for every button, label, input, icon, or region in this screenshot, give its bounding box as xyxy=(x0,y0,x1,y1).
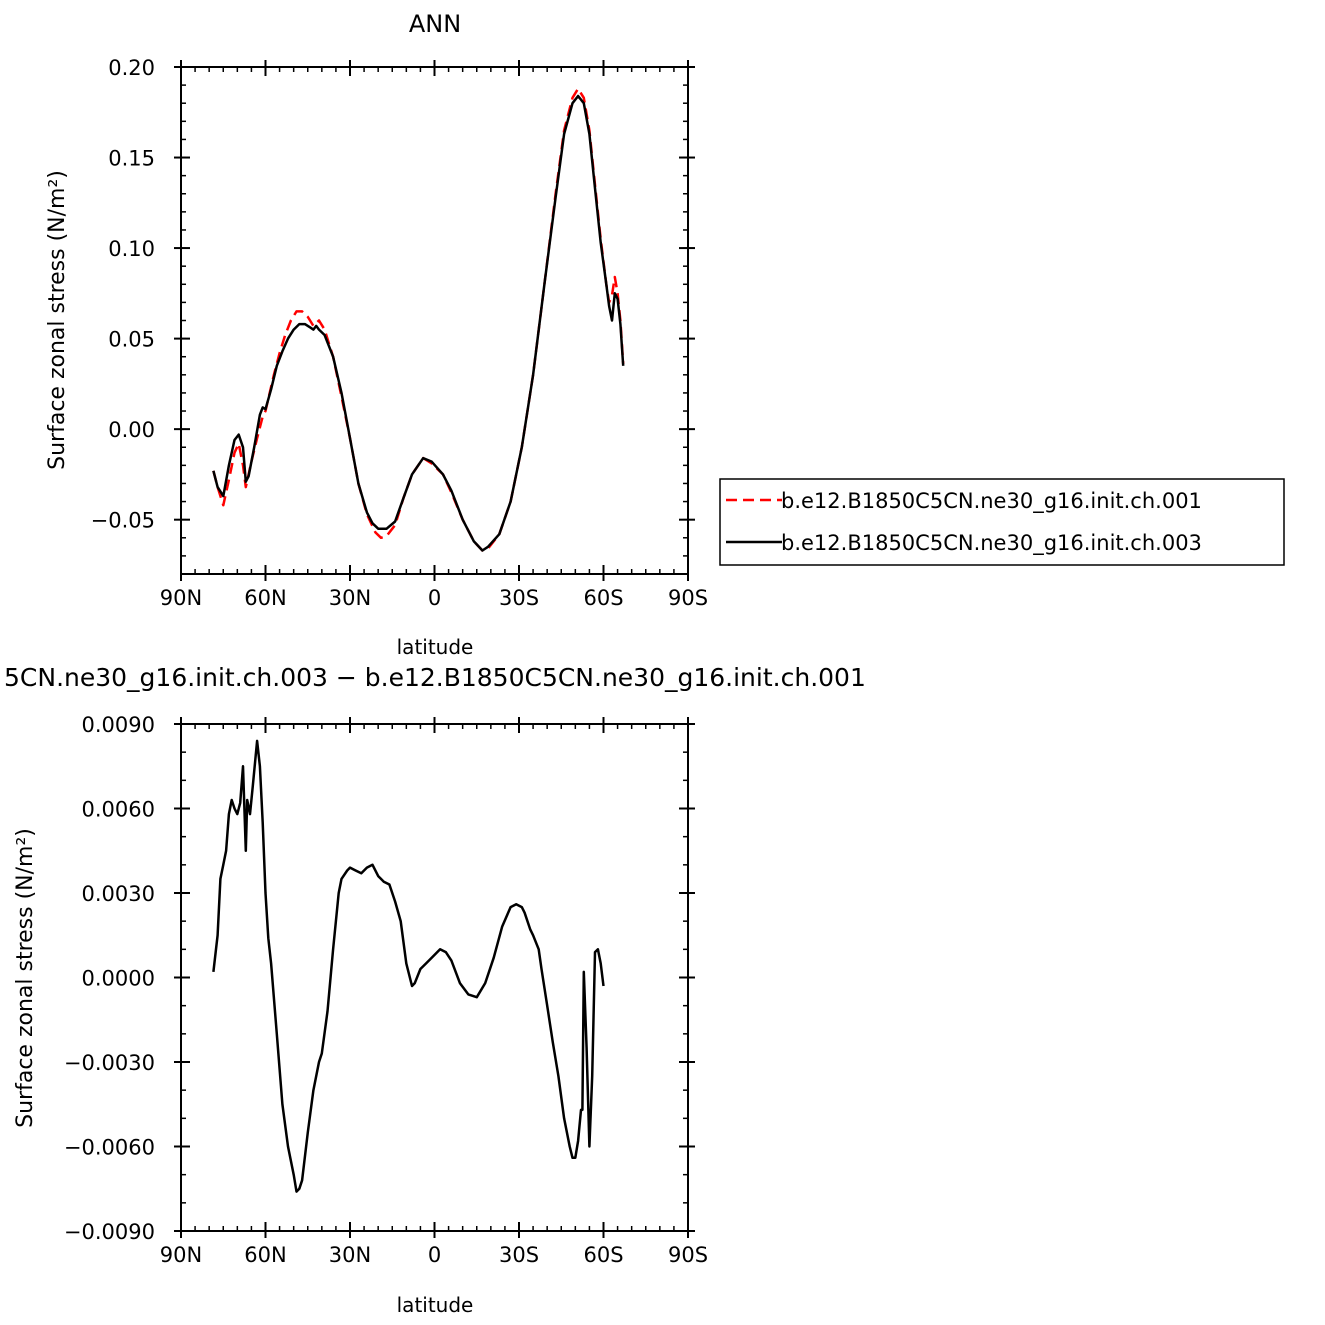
top-x-tick-label: 30N xyxy=(329,586,371,610)
bottom-y-tick-label: 0.0030 xyxy=(82,882,155,906)
bottom-y-tick-label: 0.0090 xyxy=(82,713,155,737)
legend-label-series-2: b.e12.B1850C5CN.ne30_g16.init.ch.003 xyxy=(781,531,1202,556)
bottom-panel: 5CN.ne30_g16.init.ch.003 − b.e12.B1850C5… xyxy=(4,663,866,1317)
top-series-line-1 xyxy=(212,87,625,552)
top-x-tick-label: 0 xyxy=(428,586,441,610)
top-x-tick-label: 90S xyxy=(668,586,708,610)
bottom-x-axis-label: latitude xyxy=(397,1293,474,1317)
legend: b.e12.B1850C5CN.ne30_g16.init.ch.001 b.e… xyxy=(719,478,1285,566)
top-y-tick-label: 0.05 xyxy=(108,328,155,352)
top-y-tick-label: 0.00 xyxy=(108,418,155,442)
bottom-axis-ticks: 90N 60N 30N 0 30S 60S 90S 0.0090 0.0060 0.0030 0.0… xyxy=(64,713,708,1267)
top-y-tick-label: 0.20 xyxy=(108,56,155,80)
top-axis-ticks: 90N 60N 30N 0 30S 60S 90S 0.20 0.15 0.10 0.05 0.00 −… xyxy=(91,56,708,610)
bottom-x-tick-label: 0 xyxy=(428,1243,441,1267)
bottom-x-tick-label: 90N xyxy=(160,1243,202,1267)
bottom-x-tick-label: 30S xyxy=(499,1243,539,1267)
bottom-x-tick-label: 30N xyxy=(329,1243,371,1267)
bottom-y-tick-label: 0.0060 xyxy=(82,798,155,822)
top-x-tick-label: 60N xyxy=(244,586,286,610)
bottom-y-tick-label: 0.0000 xyxy=(82,967,155,991)
bottom-y-tick-label: −0.0090 xyxy=(64,1220,155,1244)
top-chart-title: ANN xyxy=(409,10,461,38)
top-y-axis-label: Surface zonal stress (N/m²) xyxy=(45,170,70,470)
top-x-tick-label: 60S xyxy=(583,586,623,610)
bottom-series-lines xyxy=(212,739,605,1193)
top-y-tick-label: −0.05 xyxy=(91,509,155,533)
top-y-tick-label: 0.15 xyxy=(108,147,155,171)
top-x-tick-label: 30S xyxy=(499,586,539,610)
top-x-tick-label: 90N xyxy=(160,586,202,610)
legend-box xyxy=(719,478,1285,566)
legend-label-series-1: b.e12.B1850C5CN.ne30_g16.init.ch.001 xyxy=(781,489,1202,514)
bottom-series-line-1 xyxy=(212,739,605,1193)
top-series-lines xyxy=(212,87,625,552)
bottom-y-tick-label: −0.0060 xyxy=(64,1136,155,1160)
bottom-y-axis-label: Surface zonal stress (N/m²) xyxy=(13,828,38,1128)
bottom-x-tick-label: 60N xyxy=(244,1243,286,1267)
bottom-x-tick-label: 90S xyxy=(668,1243,708,1267)
bottom-y-tick-label: −0.0030 xyxy=(64,1051,155,1075)
top-panel: ANN Surface zonal stress (N/m²) latitude… xyxy=(45,10,708,659)
top-series-line-2 xyxy=(212,94,625,552)
top-x-axis-label: latitude xyxy=(397,635,474,659)
bottom-plot-frame xyxy=(180,723,689,1232)
bottom-chart-title: 5CN.ne30_g16.init.ch.003 − b.e12.B1850C5… xyxy=(4,663,866,692)
top-y-tick-label: 0.10 xyxy=(108,237,155,261)
bottom-x-tick-label: 60S xyxy=(583,1243,623,1267)
